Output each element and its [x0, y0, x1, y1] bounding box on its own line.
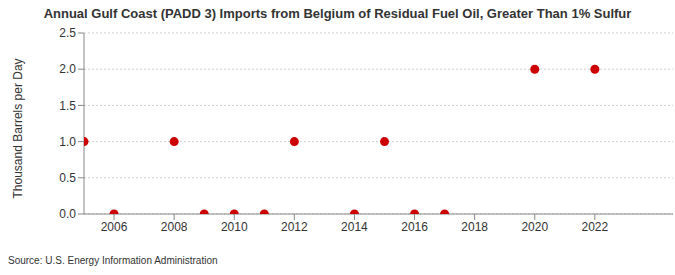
- svg-text:2016: 2016: [401, 220, 428, 234]
- svg-text:Thousand Barrels per Day: Thousand Barrels per Day: [11, 58, 25, 198]
- svg-text:1.5: 1.5: [59, 99, 76, 113]
- svg-text:2.0: 2.0: [59, 62, 76, 76]
- html-text:Source: U.S. Energy Informatio: Source: U.S. Energy Information Administ…: [8, 255, 218, 266]
- svg-text:2006: 2006: [101, 220, 128, 234]
- svg-text:2020: 2020: [521, 220, 548, 234]
- svg-text:2010: 2010: [221, 220, 248, 234]
- html-text:Annual Gulf Coast (PADD 3) Imp: Annual Gulf Coast (PADD 3) Imports from …: [43, 6, 632, 21]
- svg-text:2014: 2014: [341, 220, 368, 234]
- svg-text:2008: 2008: [161, 220, 188, 234]
- svg-text:0.5: 0.5: [59, 171, 76, 185]
- svg-text:1.0: 1.0: [59, 135, 76, 149]
- svg-text:0.0: 0.0: [59, 207, 76, 221]
- svg-text:2022: 2022: [582, 220, 609, 234]
- svg-text:2.5: 2.5: [59, 26, 76, 40]
- svg-text:2018: 2018: [461, 220, 488, 234]
- svg-text:2012: 2012: [281, 220, 308, 234]
